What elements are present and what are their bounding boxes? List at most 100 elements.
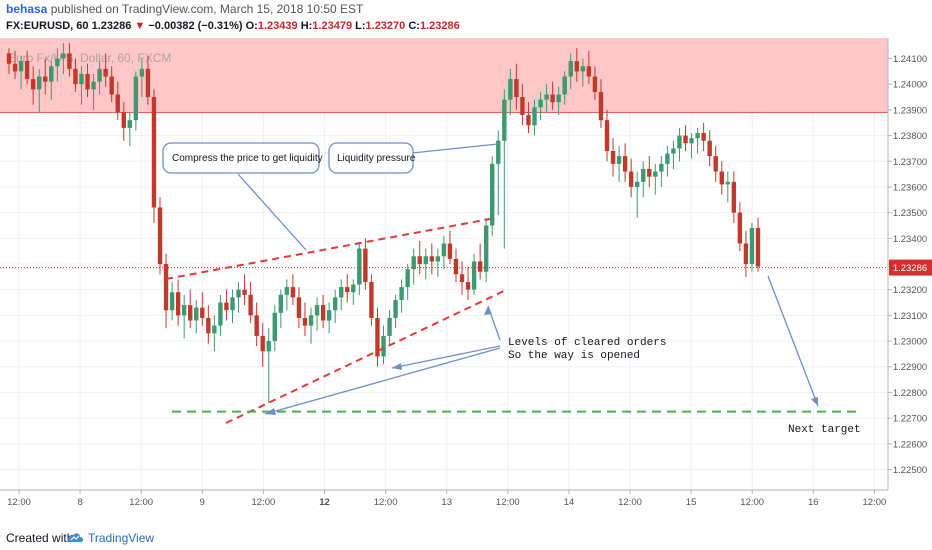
candle-body <box>622 156 628 172</box>
candle-body <box>314 305 320 316</box>
candle-body <box>459 274 465 282</box>
candle-body <box>538 99 543 108</box>
candle <box>151 89 157 223</box>
candle-body <box>254 315 259 336</box>
chart-header: behasa published on TradingView.com, Mar… <box>0 0 932 38</box>
candle-body <box>435 256 441 262</box>
y-tick-label: 1.22800 <box>893 388 927 399</box>
candle <box>133 71 139 131</box>
tradingview-brand-link[interactable]: TradingView <box>88 531 155 545</box>
x-axis-labels: 12:00 8 12:00 9 12:00 12 12:00 13 12:00 14 12:00 15… <box>7 490 886 508</box>
candle <box>381 325 386 365</box>
candle-body <box>30 79 36 90</box>
candle <box>127 112 133 146</box>
y-tick-label: 1.23400 <box>893 234 927 245</box>
candle <box>278 289 284 329</box>
candle-body <box>429 256 435 262</box>
x-tick-label: 12:00 <box>129 497 153 508</box>
symbol-label[interactable]: FX:EURUSD, 60 <box>6 20 89 32</box>
change-arrow-icon: ▼ <box>134 20 146 32</box>
candle <box>163 253 169 329</box>
ohlc-legend: FX:EURUSD, 60 1.23286 ▼ −0.00382 (−0.31%… <box>6 20 460 32</box>
candle <box>194 299 199 334</box>
candle-body <box>719 171 724 185</box>
candle-body <box>653 171 658 177</box>
candle-body <box>236 289 241 298</box>
open-value: 1.23439 <box>257 20 298 32</box>
candle <box>139 58 145 98</box>
arrowhead-2 <box>392 363 402 370</box>
x-tick-label: 9 <box>200 497 205 508</box>
candle <box>260 323 265 367</box>
candle <box>200 292 205 326</box>
candle-body <box>151 97 157 208</box>
candle-body <box>381 335 386 357</box>
candle-body <box>6 53 12 64</box>
candle <box>345 274 350 303</box>
candle-body <box>242 289 247 295</box>
candle-body <box>659 163 664 172</box>
candle-body <box>598 91 604 121</box>
price-chart[interactable]: Euro Fx/U.S. Dollar, 60, FXCM Compress t… <box>0 38 932 526</box>
liquidity-pointer <box>411 143 499 154</box>
candle-body <box>37 76 42 90</box>
last-price: 1.23286 <box>91 20 132 32</box>
candle <box>314 297 320 331</box>
candle-body <box>610 151 616 164</box>
candle <box>49 61 54 100</box>
candle <box>665 145 670 177</box>
arrowhead-4 <box>811 397 818 406</box>
candle-body <box>634 181 640 187</box>
candle <box>483 217 489 282</box>
candle-body <box>109 76 114 95</box>
candle <box>320 294 326 329</box>
y-tick-label: 1.23200 <box>893 285 927 296</box>
y-tick-label: 1.23100 <box>893 311 927 322</box>
candle-body <box>616 156 622 164</box>
x-tick-label: 15 <box>686 497 697 508</box>
candle-body <box>641 168 646 182</box>
candle-body <box>188 305 193 321</box>
created-with-text: Created with <box>6 531 74 545</box>
compress-callout-text: Compress the price to get liquidity <box>172 153 323 164</box>
candle <box>157 197 163 275</box>
candle <box>169 281 175 321</box>
candle <box>272 305 277 352</box>
candle-body <box>369 281 374 318</box>
candle-body <box>345 287 350 293</box>
x-tick-label: 8 <box>77 497 82 508</box>
candle <box>188 289 193 329</box>
candle <box>91 73 96 110</box>
candle-body <box>224 302 229 311</box>
candle-body <box>284 287 290 295</box>
candle <box>308 307 314 344</box>
candle-body <box>399 287 404 300</box>
candle-body <box>206 317 211 334</box>
candle-body <box>514 79 519 98</box>
candle-body <box>490 163 495 226</box>
candle-body <box>532 107 537 126</box>
candle-body <box>586 66 592 77</box>
candle <box>405 264 410 300</box>
upper-trendline <box>165 218 491 280</box>
annotation-arrows <box>237 143 819 415</box>
candle <box>6 48 12 74</box>
candle <box>550 81 555 110</box>
candle <box>477 243 483 280</box>
candles <box>6 43 761 403</box>
x-tick-label: 14 <box>564 497 575 508</box>
candle <box>731 171 737 223</box>
candle <box>97 61 102 95</box>
candle <box>266 328 271 403</box>
candle <box>592 66 598 100</box>
candle-body <box>351 284 356 293</box>
candle <box>743 230 749 277</box>
tradingview-cloud-icon[interactable] <box>66 530 84 544</box>
candle-body <box>556 94 561 103</box>
author-link[interactable]: behasa <box>6 2 48 16</box>
candle <box>115 81 120 121</box>
arrow-heads <box>265 306 818 415</box>
y-tick-label: 1.22700 <box>893 414 927 425</box>
candle <box>109 66 114 103</box>
candle <box>417 240 422 275</box>
